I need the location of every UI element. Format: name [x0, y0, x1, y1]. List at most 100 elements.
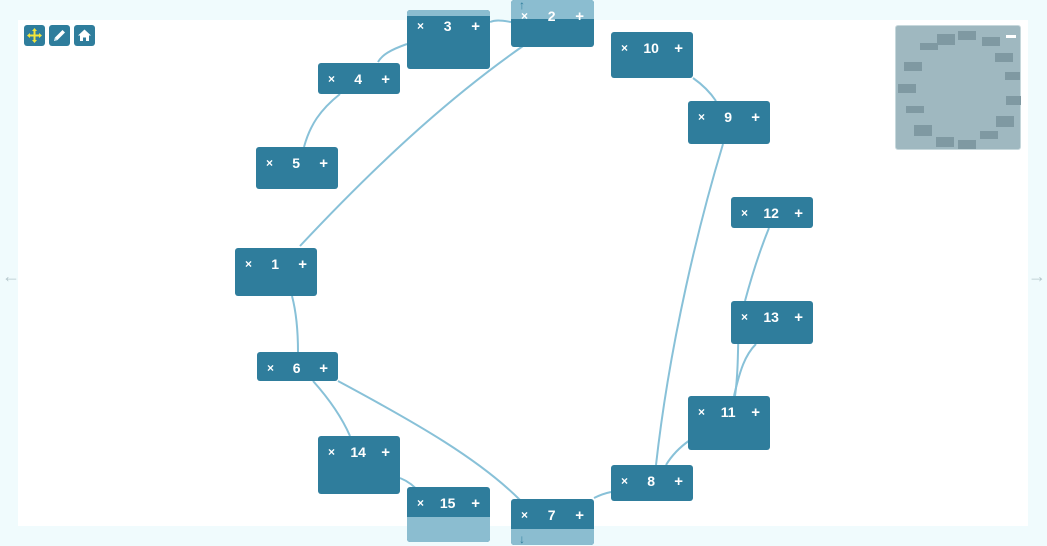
node-label: 10 — [643, 40, 659, 56]
node-add-button[interactable]: + — [381, 443, 390, 461]
minimap-node — [898, 84, 916, 93]
node-delete-button[interactable]: × — [328, 72, 336, 86]
node-add-button[interactable]: + — [298, 255, 307, 273]
minimap[interactable] — [895, 25, 1021, 150]
node-header: × 14 + — [318, 436, 400, 468]
pan-right-arrow[interactable]: → — [1028, 266, 1046, 286]
node-3[interactable]: × 3 + — [407, 10, 490, 69]
node-header: × 5 + — [256, 147, 338, 179]
minimap-node — [906, 106, 924, 113]
minimap-node — [958, 31, 976, 40]
node-delete-button[interactable]: × — [621, 41, 629, 55]
node-header: × 13 + — [731, 301, 813, 333]
node-delete-button[interactable]: × — [698, 405, 706, 419]
node-13[interactable]: × 13 + — [731, 301, 813, 344]
minimap-node — [920, 43, 938, 50]
node-delete-button[interactable]: × — [698, 110, 706, 124]
node-label: 7 — [547, 507, 556, 523]
node-highlight-band — [511, 0, 594, 19]
minimap-node — [1006, 96, 1021, 105]
node-header: × 11 + — [688, 396, 770, 428]
minimap-node — [980, 131, 998, 139]
node-header: × 6 + — [257, 352, 338, 381]
node-label: 9 — [724, 109, 733, 125]
edit-tool-button[interactable] — [49, 25, 70, 46]
node-label: 3 — [443, 18, 452, 34]
node-delete-button[interactable]: × — [328, 445, 336, 459]
node-header: × 2 + — [511, 0, 594, 32]
node-label: 11 — [720, 404, 736, 420]
node-4[interactable]: × 4 + — [318, 63, 400, 94]
node-add-button[interactable]: + — [575, 506, 584, 524]
node-add-button[interactable]: + — [319, 359, 328, 377]
minimap-node — [937, 34, 955, 45]
node-header: × 10 + — [611, 32, 693, 64]
minimap-node — [936, 137, 954, 147]
node-9[interactable]: × 9 + — [688, 101, 770, 144]
node-highlight-band — [407, 10, 490, 16]
scroll-up-arrow[interactable]: ↑ — [519, 0, 525, 12]
pan-left-arrow[interactable]: ← — [2, 266, 20, 286]
node-label: 4 — [354, 71, 363, 87]
node-add-button[interactable]: + — [319, 154, 328, 172]
node-8[interactable]: × 8 + — [611, 465, 693, 501]
minimap-collapse-button[interactable] — [1006, 35, 1016, 38]
minimap-node — [958, 140, 976, 149]
node-1[interactable]: × 1 + — [235, 248, 317, 296]
node-label: 13 — [763, 309, 779, 325]
node-11[interactable]: × 11 + — [688, 396, 770, 450]
minimap-node — [995, 53, 1013, 62]
node-12[interactable]: × 12 + — [731, 197, 813, 228]
node-header: × 12 + — [731, 197, 813, 228]
node-5[interactable]: × 5 + — [256, 147, 338, 189]
node-add-button[interactable]: + — [471, 17, 480, 35]
node-delete-button[interactable]: × — [267, 361, 275, 375]
node-add-button[interactable]: + — [794, 204, 803, 222]
node-add-button[interactable]: + — [794, 308, 803, 326]
node-label: 6 — [292, 360, 301, 376]
node-add-button[interactable]: + — [575, 7, 584, 25]
node-delete-button[interactable]: × — [417, 19, 425, 33]
move-icon — [27, 28, 42, 43]
node-add-button[interactable]: + — [674, 472, 683, 490]
minimap-node — [1005, 72, 1020, 80]
node-label: 2 — [547, 8, 556, 24]
scroll-down-arrow[interactable]: ↓ — [519, 532, 525, 546]
node-header: × 1 + — [235, 248, 317, 280]
node-15[interactable]: × 15 + — [407, 487, 490, 542]
node-add-button[interactable]: + — [471, 494, 480, 512]
diagram-canvas[interactable] — [18, 20, 1028, 526]
node-header: × 3 + — [407, 10, 490, 42]
node-label: 14 — [350, 444, 366, 460]
node-add-button[interactable]: + — [751, 108, 760, 126]
minimap-node — [904, 62, 922, 71]
node-label: 8 — [647, 473, 656, 489]
node-delete-button[interactable]: × — [417, 496, 425, 510]
node-add-button[interactable]: + — [751, 403, 760, 421]
node-delete-button[interactable]: × — [266, 156, 274, 170]
node-delete-button[interactable]: × — [741, 310, 749, 324]
node-delete-button[interactable]: × — [741, 206, 749, 220]
node-add-button[interactable]: + — [381, 70, 390, 88]
node-delete-button[interactable]: × — [521, 508, 529, 522]
node-add-button[interactable]: + — [674, 39, 683, 57]
node-10[interactable]: × 10 + — [611, 32, 693, 78]
node-label: 15 — [439, 495, 456, 511]
node-delete-button[interactable]: × — [245, 257, 253, 271]
node-header: × 15 + — [407, 487, 490, 519]
node-14[interactable]: × 14 + — [318, 436, 400, 494]
node-label: 12 — [763, 205, 779, 221]
node-6[interactable]: × 6 + — [257, 352, 338, 381]
node-delete-button[interactable]: × — [521, 9, 529, 23]
node-7[interactable]: × 7 + — [511, 499, 594, 545]
node-delete-button[interactable]: × — [621, 474, 629, 488]
node-label: 5 — [292, 155, 301, 171]
node-header: × 8 + — [611, 465, 693, 497]
home-tool-button[interactable] — [74, 25, 95, 46]
move-tool-button[interactable] — [24, 25, 45, 46]
node-header: × 9 + — [688, 101, 770, 133]
minimap-node — [982, 37, 1000, 46]
node-2[interactable]: × 2 + — [511, 0, 594, 47]
node-label: 1 — [271, 256, 280, 272]
home-icon — [78, 29, 91, 41]
